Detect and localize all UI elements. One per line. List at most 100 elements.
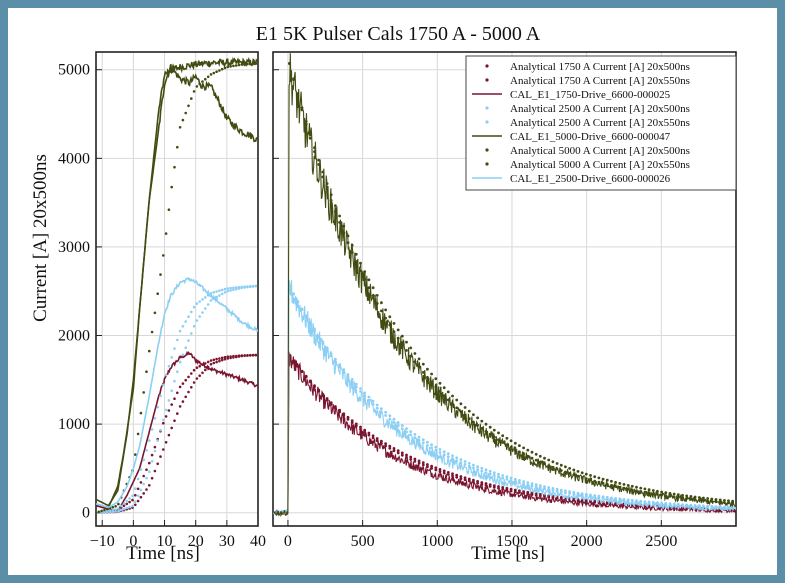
data-point-right — [706, 497, 709, 500]
data-point-left — [212, 291, 216, 294]
data-point-right — [446, 471, 450, 474]
y-tick-label: 1000 — [58, 416, 90, 433]
data-point-right — [597, 494, 601, 498]
data-point-left — [181, 325, 185, 328]
data-point-left — [237, 63, 241, 67]
data-point-left — [223, 355, 227, 359]
data-point-left — [159, 428, 162, 432]
data-point-left — [173, 419, 176, 423]
data-point-right — [538, 493, 542, 496]
data-point-left — [206, 303, 210, 306]
data-point-right — [380, 301, 383, 305]
data-point-right — [543, 485, 546, 488]
data-point-right — [413, 433, 417, 436]
legend-box — [465, 55, 737, 191]
legend-label: Analytical 2500 A Current [A] 20x500ns — [510, 103, 690, 115]
data-point-left — [122, 504, 126, 508]
data-point-left — [251, 354, 255, 357]
data-point-right — [509, 439, 513, 443]
data-point-left — [187, 375, 190, 379]
data-point-right — [392, 447, 396, 450]
data-point-right — [697, 504, 701, 508]
data-point-right — [371, 399, 375, 403]
data-point-right — [630, 484, 634, 488]
data-point-left — [195, 302, 199, 305]
data-point-left — [139, 488, 143, 492]
data-point-right — [392, 449, 396, 453]
data-point-right — [472, 463, 475, 467]
data-point-left — [226, 289, 230, 293]
data-point-left — [131, 504, 134, 508]
data-point-left — [103, 510, 106, 514]
data-point-left — [156, 405, 159, 409]
data-point-left — [178, 360, 182, 364]
data-point-right — [718, 498, 722, 502]
data-point-right — [434, 468, 438, 472]
legend-label: Analytical 5000 A Current [A] 20x550ns — [510, 159, 690, 171]
data-point-left — [178, 126, 182, 129]
data-point-left — [181, 400, 185, 403]
data-point-left — [246, 62, 249, 66]
data-point-left — [164, 415, 168, 418]
data-point-left — [176, 338, 179, 342]
data-point-right — [476, 465, 479, 469]
data-point-right — [400, 427, 404, 431]
data-point-right — [497, 472, 500, 476]
data-point-left — [223, 291, 227, 294]
data-point-left — [142, 458, 145, 462]
data-point-right — [522, 480, 525, 483]
data-point-left — [198, 315, 201, 318]
data-point-right — [534, 458, 538, 462]
data-point-right — [421, 438, 425, 442]
x-tick-label: 10 — [157, 533, 173, 550]
line-series-left-2 — [96, 350, 258, 512]
data-point-left — [184, 111, 187, 115]
data-point-left — [232, 356, 235, 359]
x-tick-label: 2000 — [571, 533, 603, 550]
x-tick-label: 500 — [351, 533, 375, 550]
x-tick-label: 1500 — [496, 533, 528, 550]
data-point-right — [492, 484, 496, 487]
data-point-left — [248, 354, 252, 357]
data-point-right — [480, 481, 484, 484]
data-point-right — [660, 501, 663, 505]
data-point-left — [198, 300, 201, 303]
legend-label: Analytical 5000 A Current [A] 20x500ns — [510, 145, 690, 157]
data-point-right — [472, 478, 475, 482]
data-point-right — [643, 487, 647, 491]
data-point-right — [455, 456, 459, 460]
data-point-left — [153, 449, 157, 453]
data-point-right — [723, 499, 726, 502]
data-point-right — [405, 340, 408, 344]
data-point-right — [463, 406, 467, 409]
data-point-right — [547, 458, 551, 462]
data-point-right — [580, 492, 584, 496]
data-point-right — [635, 489, 638, 493]
data-point-left — [187, 390, 190, 394]
legend: Analytical 1750 A Current [A] 20x500ns An… — [465, 55, 737, 191]
legend-swatch-dot — [485, 106, 489, 110]
data-point-right — [518, 444, 521, 447]
data-point-right — [467, 461, 471, 465]
data-point-left — [223, 357, 227, 361]
y-tick-label: 2000 — [58, 328, 90, 345]
data-point-right — [568, 467, 571, 470]
data-point-left — [105, 507, 109, 511]
data-point-right — [501, 486, 505, 489]
data-point-left — [187, 339, 190, 342]
data-point-right — [618, 497, 622, 501]
data-point-right — [367, 431, 371, 435]
y-axis-label: Current [A] 20x500ns — [30, 154, 51, 322]
data-point-right — [484, 482, 488, 485]
data-point-left — [173, 379, 176, 383]
data-point-left — [206, 360, 210, 364]
data-point-right — [384, 308, 387, 312]
line-series-left-7 — [96, 64, 258, 509]
data-point-left — [192, 305, 196, 309]
data-point-right — [576, 470, 580, 473]
x-axis-label-right: Time [ns] — [471, 543, 545, 564]
data-point-left — [229, 356, 232, 360]
data-point-right — [534, 452, 538, 456]
data-point-left — [215, 357, 218, 361]
data-point-right — [547, 486, 551, 489]
